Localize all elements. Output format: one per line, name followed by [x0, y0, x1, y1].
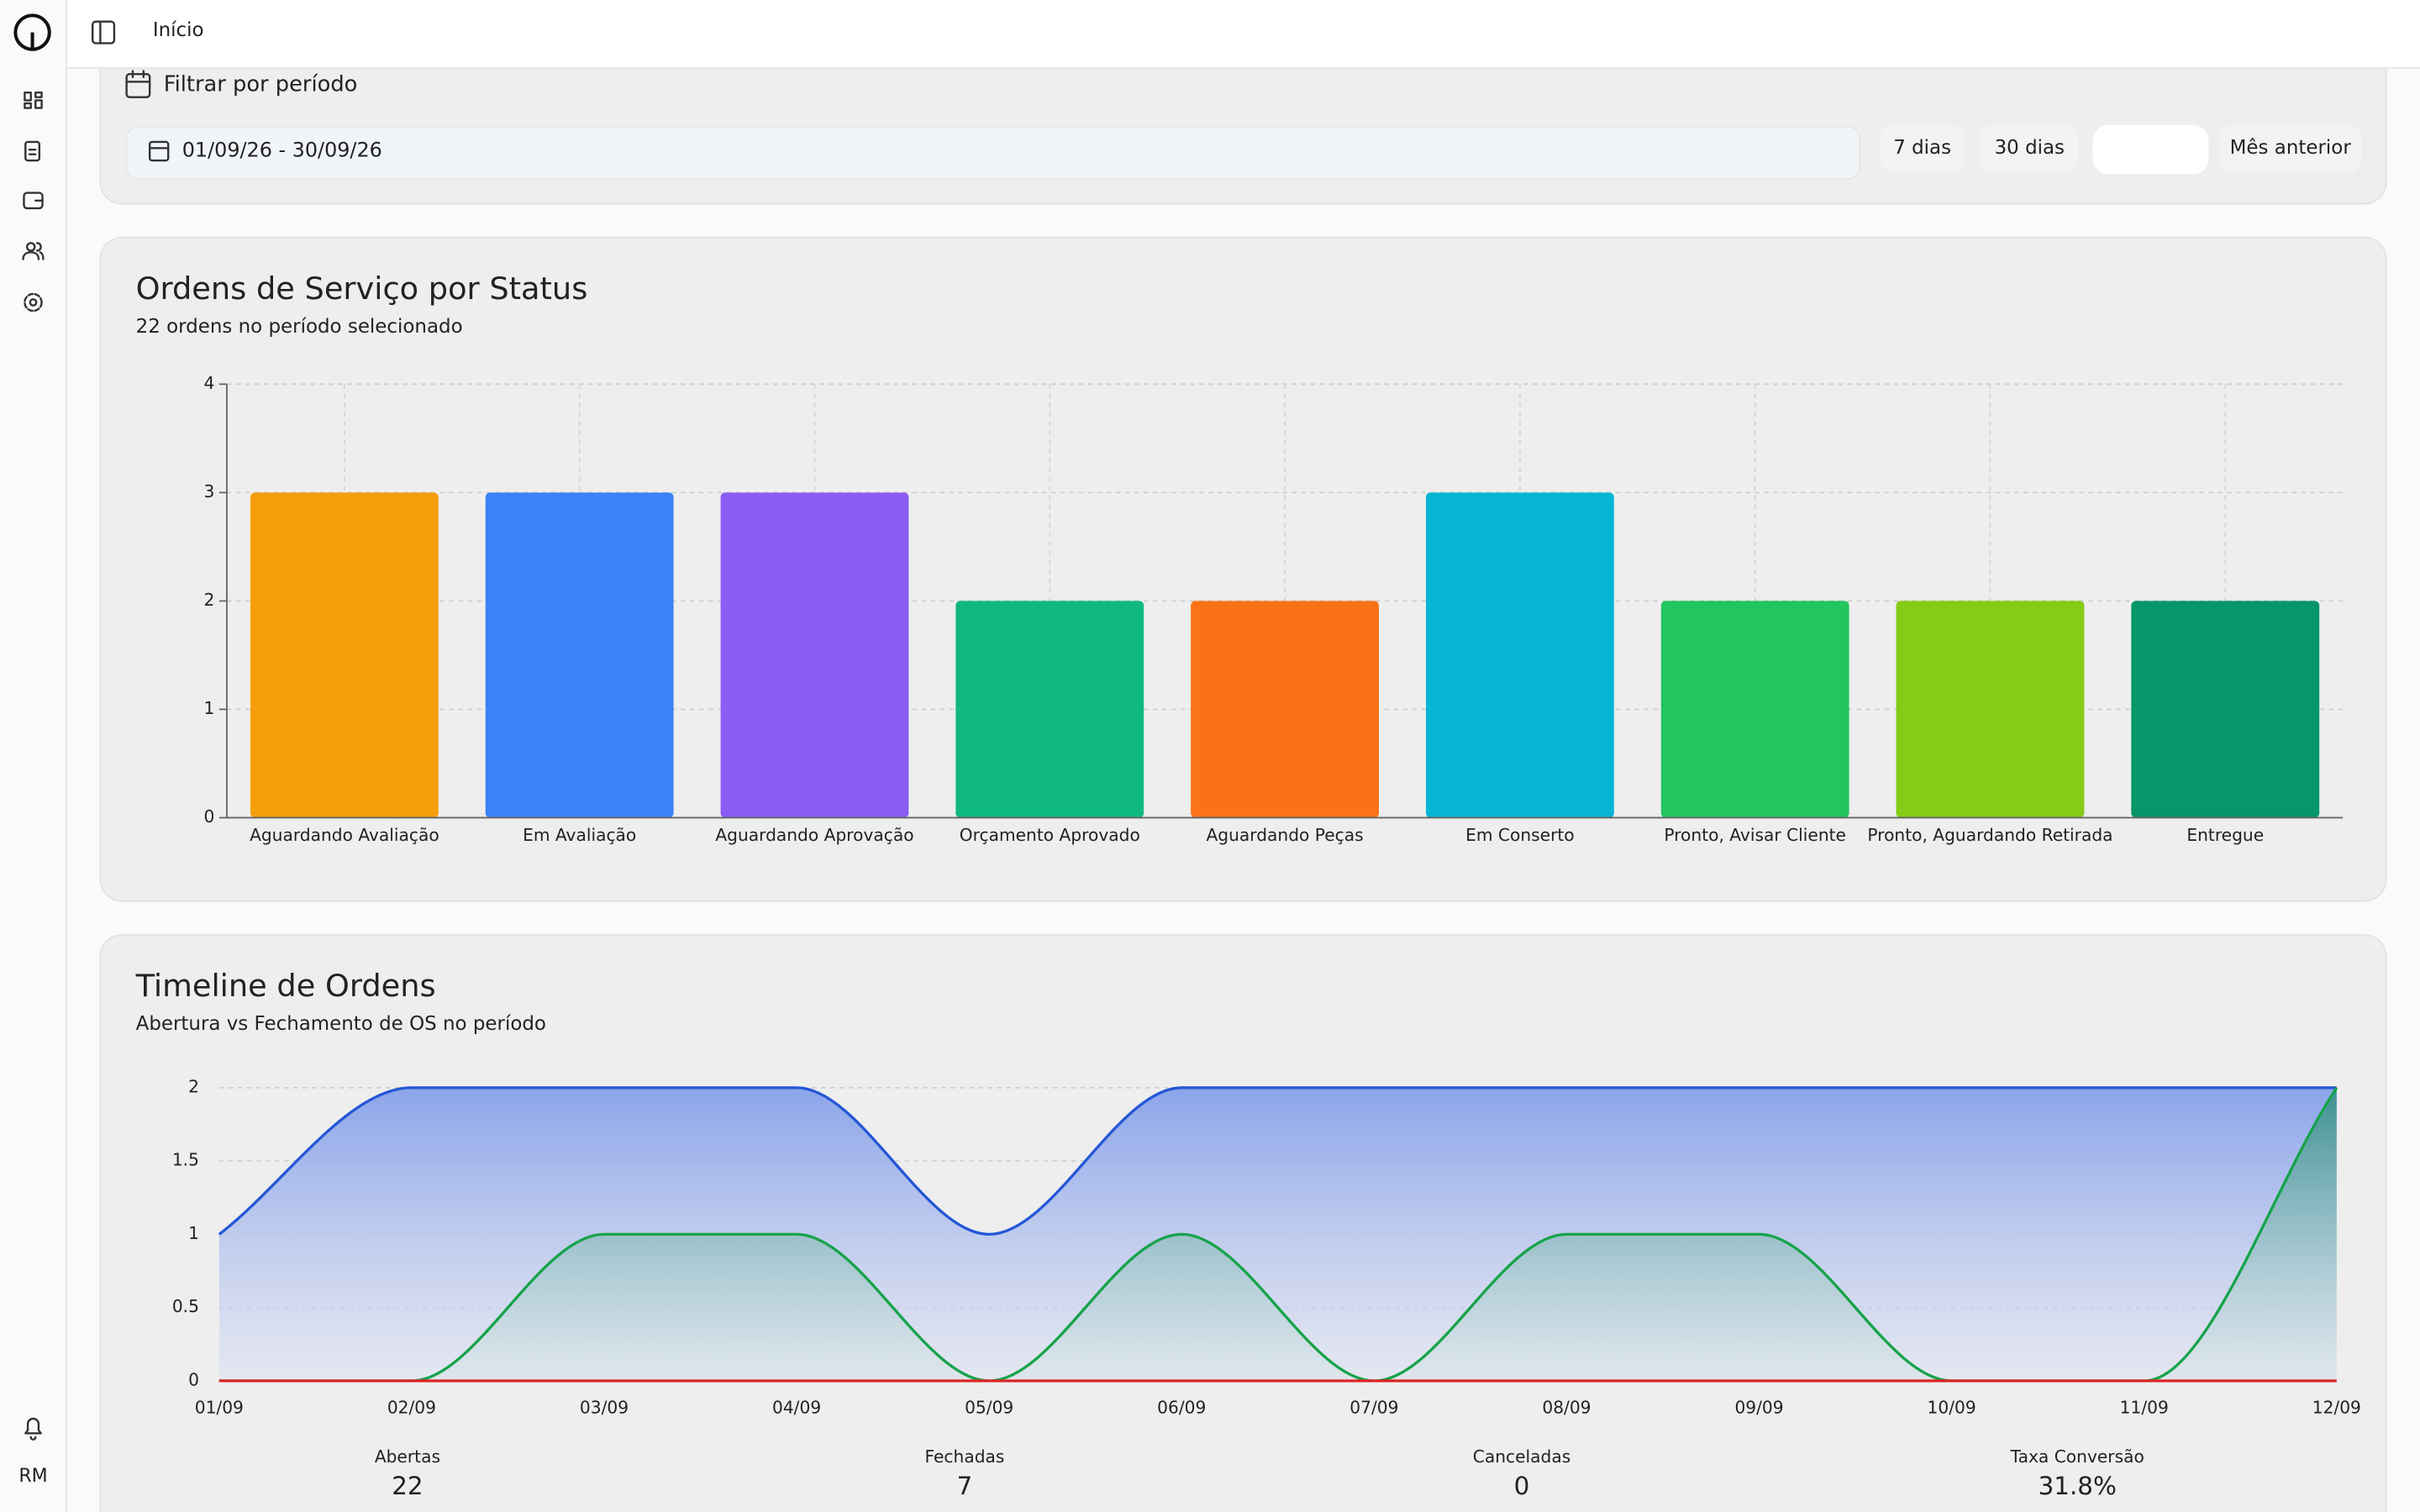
date-range-input[interactable]	[125, 125, 1861, 180]
stat-value: 0	[1514, 1472, 1530, 1500]
bar	[720, 492, 909, 818]
x-tick-label: 09/09	[1734, 1397, 1783, 1417]
x-tick-label: 03/09	[580, 1397, 629, 1417]
button[interactable]	[1880, 124, 1965, 173]
sidebar-toggle[interactable]	[92, 20, 116, 45]
stat-value: 7	[957, 1472, 973, 1500]
bar	[485, 492, 674, 818]
nav-settings[interactable]	[24, 292, 43, 312]
chart-title: Timeline de Ordens	[135, 968, 436, 1004]
bar	[250, 492, 439, 818]
x-tick-label: 08/09	[1542, 1397, 1591, 1417]
stat-value: 31.8%	[2039, 1472, 2117, 1500]
bar	[1191, 601, 1379, 818]
y-tick-label: 3	[203, 481, 214, 501]
y-tick-label: 0.5	[172, 1296, 199, 1316]
nav-users[interactable]	[22, 242, 45, 260]
filter-title: Filtrar por período	[164, 72, 358, 97]
nav-wallet[interactable]	[23, 192, 44, 210]
calendar-icon	[125, 70, 151, 98]
button-label[interactable]: 30 dias	[1995, 137, 2065, 159]
x-tick-label: Aguardando Peças	[1206, 825, 1363, 845]
x-tick-label: 05/09	[965, 1397, 1013, 1417]
x-tick-label: 02/09	[387, 1397, 436, 1417]
y-tick-label: 0	[188, 1369, 199, 1389]
x-tick-label: 11/09	[2120, 1397, 2169, 1417]
x-tick-label: 04/09	[772, 1397, 821, 1417]
user-avatar[interactable]: RM	[18, 1466, 47, 1487]
button[interactable]	[2219, 124, 2362, 173]
y-tick-label: 1.5	[172, 1150, 199, 1170]
chart-subtitle: 22 ordens no período selecionado	[136, 316, 463, 338]
x-tick-label: 06/09	[1157, 1397, 1206, 1417]
button-label[interactable]: 7 dias	[1893, 137, 1951, 159]
notifications[interactable]	[24, 1417, 42, 1441]
x-tick-label: Entregue	[2186, 825, 2264, 845]
chart-subtitle: Abertura vs Fechamento de OS no período	[136, 1013, 546, 1035]
top-bar	[66, 0, 2420, 68]
y-tick-label: 2	[188, 1076, 199, 1096]
bar	[1425, 492, 1614, 818]
stat-label: Abertas	[375, 1446, 440, 1467]
y-tick-label: 4	[203, 373, 214, 393]
x-tick-label: Pronto, Aguardando Retirada	[1867, 825, 2112, 845]
stat-value: 22	[392, 1472, 423, 1500]
y-tick-label: 0	[203, 806, 214, 827]
x-tick-label: Aguardando Avaliação	[250, 825, 439, 845]
x-tick-label: Aguardando Aprovação	[715, 825, 913, 845]
area-fill	[218, 1087, 2337, 1381]
x-tick-label: 12/09	[2312, 1397, 2361, 1417]
x-tick-label: Em Conserto	[1465, 825, 1575, 845]
y-tick-label: 1	[188, 1223, 199, 1243]
button-label[interactable]: Mês anterior	[2230, 137, 2352, 159]
series-line	[218, 1086, 2337, 1236]
button-active[interactable]	[2092, 124, 2209, 175]
x-tick-label: 07/09	[1349, 1397, 1398, 1417]
nav-dashboard[interactable]	[24, 92, 43, 109]
sidebar	[0, 0, 66, 1512]
x-tick-label: 10/09	[1928, 1397, 1976, 1417]
y-tick-label: 1	[203, 698, 214, 718]
x-tick-label: Orçamento Aprovado	[960, 825, 1140, 845]
bar	[1660, 601, 1849, 818]
x-tick-label: Em Avaliação	[523, 825, 636, 845]
y-tick-label: 2	[203, 590, 214, 610]
bar	[955, 601, 1144, 818]
bar	[2131, 601, 2320, 818]
chart-title: Ordens de Serviço por Status	[136, 270, 588, 307]
stat-label: Canceladas	[1473, 1446, 1570, 1467]
date-range: 01/09/26 - 30/09/26	[182, 139, 382, 162]
button[interactable]	[1980, 124, 2080, 173]
date-icon	[148, 140, 170, 162]
x-tick-label: Pronto, Avisar Cliente	[1664, 825, 1846, 845]
stat-label: Fechadas	[925, 1446, 1005, 1467]
bar	[1896, 601, 2085, 818]
breadcrumb[interactable]: Início	[153, 19, 204, 41]
stat-label: Taxa Conversão	[2010, 1446, 2144, 1467]
nav-orders[interactable]	[24, 140, 41, 162]
x-tick-label: 01/09	[195, 1397, 244, 1417]
